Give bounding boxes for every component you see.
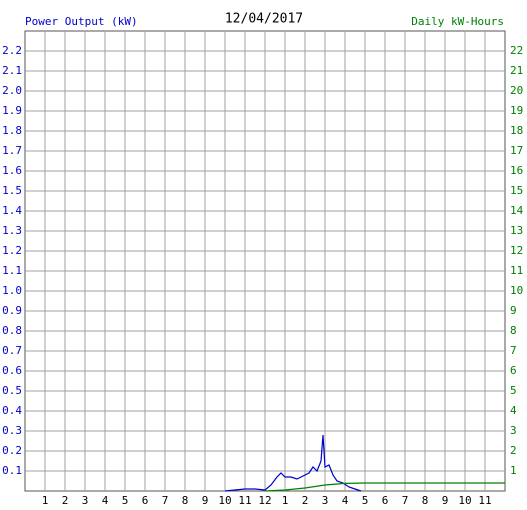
- chart-title: 12/04/2017: [225, 12, 303, 27]
- y2-tick-label: 4: [510, 404, 517, 417]
- y-tick-label: 0.5: [2, 384, 22, 397]
- y2-tick-label: 15: [510, 184, 523, 197]
- y-tick-label: 1.3: [2, 224, 22, 237]
- y2-tick-label: 14: [510, 204, 524, 217]
- x-tick-label: 7: [402, 494, 409, 507]
- y-tick-label: 0.3: [2, 424, 22, 437]
- y2-tick-label: 6: [510, 364, 517, 377]
- y-tick-label: 0.2: [2, 444, 22, 457]
- y2-tick-label: 20: [510, 84, 523, 97]
- x-tick-label: 9: [442, 494, 449, 507]
- x-tick-label: 10: [458, 494, 471, 507]
- y-tick-label: 0.9: [2, 304, 22, 317]
- x-tick-label: 6: [142, 494, 149, 507]
- y2-tick-label: 1: [510, 464, 517, 477]
- y-tick-label: 2.2: [2, 44, 22, 57]
- series-line: [224, 434, 362, 492]
- y-tick-label: 0.6: [2, 364, 22, 377]
- y2-tick-label: 16: [510, 164, 523, 177]
- right-axis-label: Daily kW-Hours: [411, 15, 504, 28]
- y2-tick-label: 3: [510, 424, 517, 437]
- y-tick-label: 0.1: [2, 464, 22, 477]
- x-tick-label: 1: [282, 494, 289, 507]
- x-tick-label: 1: [42, 494, 49, 507]
- x-tick-label: 3: [82, 494, 89, 507]
- x-tick-label: 5: [122, 494, 129, 507]
- x-tick-label: 3: [322, 494, 329, 507]
- x-tick-label: 4: [342, 494, 349, 507]
- y-tick-label: 1.4: [2, 204, 22, 217]
- y-tick-label: 1.6: [2, 164, 22, 177]
- x-tick-label: 7: [162, 494, 169, 507]
- x-tick-label: 10: [218, 494, 231, 507]
- series-line: [264, 482, 505, 492]
- y2-tick-label: 22: [510, 44, 523, 57]
- y2-tick-label: 7: [510, 344, 517, 357]
- x-tick-label: 5: [362, 494, 369, 507]
- x-tick-label: 2: [62, 494, 69, 507]
- x-tick-label: 4: [102, 494, 109, 507]
- x-tick-label: 11: [478, 494, 491, 507]
- y2-tick-label: 2: [510, 444, 517, 457]
- y2-tick-label: 11: [510, 264, 523, 277]
- y-tick-label: 0.4: [2, 404, 22, 417]
- y-tick-label: 1.0: [2, 284, 22, 297]
- y-tick-label: 1.8: [2, 124, 22, 137]
- y-tick-label: 1.2: [2, 244, 22, 257]
- x-tick-label: 11: [238, 494, 251, 507]
- y-tick-label: 1.7: [2, 144, 22, 157]
- x-tick-label: 9: [202, 494, 209, 507]
- x-tick-label: 12: [258, 494, 271, 507]
- y2-tick-label: 13: [510, 224, 523, 237]
- y-tick-label: 1.9: [2, 104, 22, 117]
- y-tick-label: 2.1: [2, 64, 22, 77]
- x-tick-label: 8: [422, 494, 429, 507]
- y2-tick-label: 21: [510, 64, 523, 77]
- y2-tick-label: 19: [510, 104, 523, 117]
- y2-tick-label: 17: [510, 144, 523, 157]
- y-tick-label: 0.8: [2, 324, 22, 337]
- left-axis-label: Power Output (kW): [25, 15, 138, 28]
- y-tick-label: 1.5: [2, 184, 22, 197]
- y2-tick-label: 8: [510, 324, 517, 337]
- x-tick-label: 8: [182, 494, 189, 507]
- y2-tick-label: 12: [510, 244, 523, 257]
- y2-tick-label: 18: [510, 124, 523, 137]
- y2-tick-label: 5: [510, 384, 517, 397]
- x-tick-label: 6: [382, 494, 389, 507]
- y2-tick-label: 10: [510, 284, 523, 297]
- y-tick-label: 1.1: [2, 264, 22, 277]
- y-tick-label: 2.0: [2, 84, 22, 97]
- y2-tick-label: 9: [510, 304, 517, 317]
- y-tick-label: 0.7: [2, 344, 22, 357]
- x-tick-label: 2: [302, 494, 309, 507]
